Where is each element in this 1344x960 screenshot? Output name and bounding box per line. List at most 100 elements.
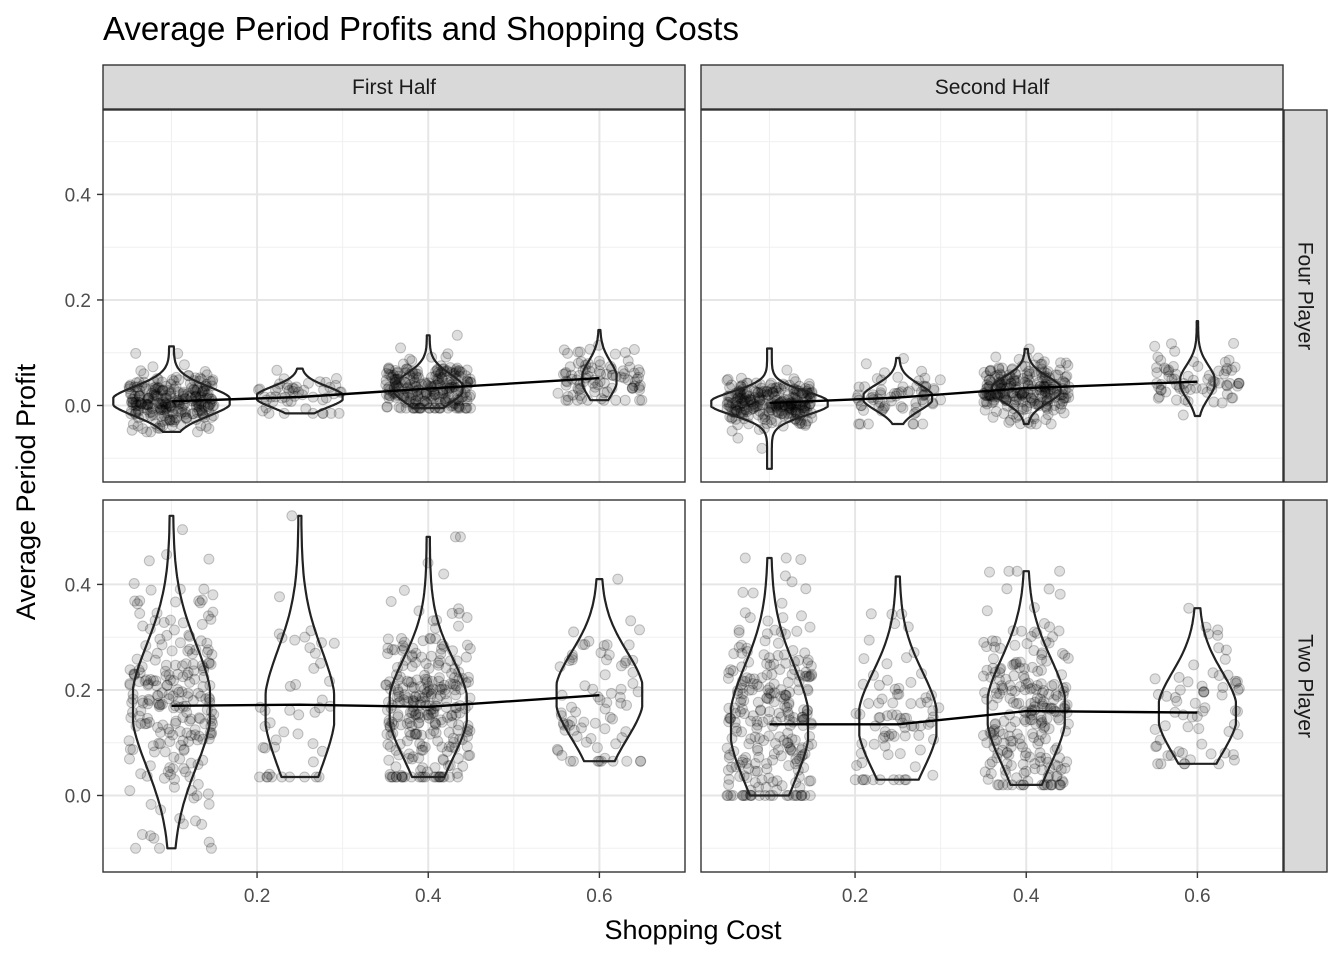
data-point xyxy=(634,394,646,406)
data-point xyxy=(171,412,182,424)
data-point xyxy=(802,654,814,666)
data-point xyxy=(783,390,794,402)
data-point xyxy=(193,405,205,416)
data-point xyxy=(147,382,159,394)
data-point xyxy=(759,414,771,426)
data-point xyxy=(407,751,419,763)
data-point xyxy=(723,667,735,679)
data-point xyxy=(749,765,761,777)
data-point xyxy=(192,384,203,396)
data-point xyxy=(166,406,178,418)
data-point xyxy=(732,400,744,412)
data-point xyxy=(1233,378,1244,390)
data-point xyxy=(163,398,175,410)
data-point xyxy=(381,401,393,413)
data-point xyxy=(435,368,446,379)
data-point xyxy=(381,401,393,413)
data-point xyxy=(764,687,775,699)
data-point xyxy=(315,657,326,669)
data-point xyxy=(881,658,893,670)
x-tick-label: 0.2 xyxy=(842,886,868,907)
data-point xyxy=(453,402,464,414)
x-tick-label: 0.2 xyxy=(244,886,270,907)
data-point xyxy=(156,376,168,388)
data-point xyxy=(174,637,186,649)
data-point xyxy=(1017,396,1029,408)
data-point xyxy=(1008,390,1020,402)
data-point xyxy=(907,418,919,430)
data-point xyxy=(624,361,636,373)
data-point xyxy=(442,348,454,360)
data-point xyxy=(738,394,750,406)
data-point xyxy=(1010,658,1022,670)
data-point xyxy=(558,344,570,356)
data-point xyxy=(160,401,172,413)
data-point xyxy=(147,361,159,373)
data-point xyxy=(873,679,885,691)
data-point xyxy=(1202,373,1214,385)
facet-label-row: Four Player xyxy=(1294,242,1317,351)
data-point xyxy=(398,584,410,596)
data-point xyxy=(425,371,437,383)
data-point xyxy=(771,784,783,796)
data-point xyxy=(133,396,145,408)
data-point xyxy=(392,367,403,379)
data-point xyxy=(1061,699,1073,711)
data-point xyxy=(168,624,180,636)
data-point xyxy=(190,386,202,398)
data-point xyxy=(737,406,749,418)
data-point xyxy=(140,674,152,686)
data-point xyxy=(796,418,808,430)
data-point xyxy=(723,400,735,412)
data-point xyxy=(166,645,178,657)
data-point xyxy=(154,384,166,396)
data-point xyxy=(721,398,733,410)
data-point xyxy=(145,798,157,810)
data-point xyxy=(198,401,210,413)
data-point xyxy=(589,386,601,398)
data-point xyxy=(167,408,179,420)
data-point xyxy=(853,418,865,430)
data-point xyxy=(203,798,215,810)
data-point xyxy=(199,366,211,377)
data-point xyxy=(140,383,152,395)
data-point xyxy=(152,397,164,409)
data-point xyxy=(1024,368,1036,380)
data-point xyxy=(161,392,172,404)
data-point xyxy=(1020,765,1032,777)
data-point xyxy=(450,402,462,414)
data-point xyxy=(772,637,784,649)
data-point xyxy=(154,633,166,645)
data-point xyxy=(766,417,778,429)
data-point xyxy=(610,394,622,406)
data-point xyxy=(134,385,146,397)
data-point xyxy=(1159,720,1171,732)
data-point xyxy=(274,591,285,603)
data-point xyxy=(612,573,624,585)
facet-panel xyxy=(102,109,686,483)
data-point xyxy=(182,388,194,400)
data-point xyxy=(381,367,393,379)
data-point xyxy=(634,379,646,391)
data-point xyxy=(998,737,1010,749)
data-point xyxy=(404,353,416,365)
data-point xyxy=(589,717,601,729)
data-point xyxy=(727,397,738,409)
data-point xyxy=(1054,397,1066,409)
data-point xyxy=(406,681,418,693)
data-point xyxy=(155,398,167,410)
data-point xyxy=(202,788,214,800)
data-point xyxy=(633,381,645,393)
data-point xyxy=(387,369,399,381)
data-point xyxy=(192,382,203,394)
data-point xyxy=(905,698,917,710)
data-point xyxy=(287,382,298,394)
data-point xyxy=(420,700,432,711)
data-point xyxy=(913,729,925,741)
data-point xyxy=(749,777,761,788)
data-point xyxy=(726,379,738,391)
data-point xyxy=(433,375,444,386)
data-point xyxy=(163,414,175,426)
data-point xyxy=(784,741,795,753)
data-point xyxy=(156,385,168,397)
